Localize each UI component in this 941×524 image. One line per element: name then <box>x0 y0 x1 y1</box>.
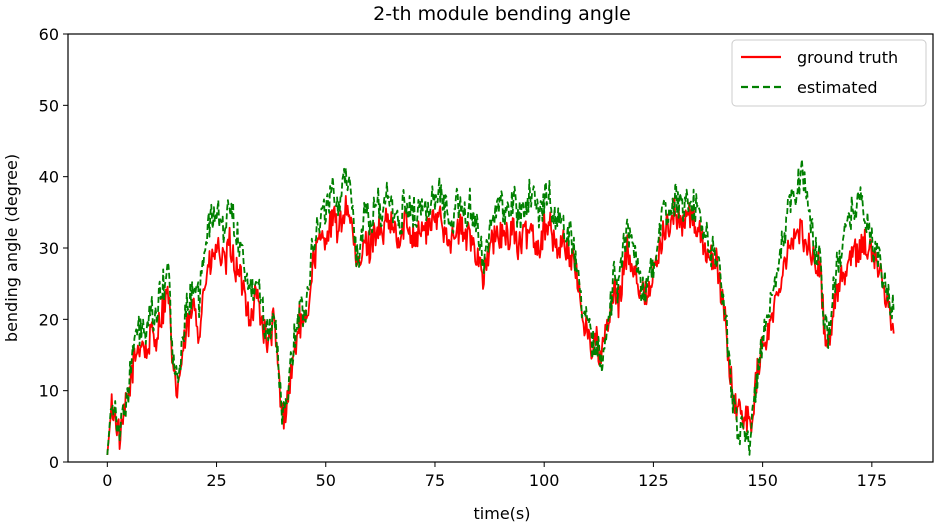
legend: ground truth estimated <box>731 39 927 107</box>
series-line-ground-truth <box>106 195 895 455</box>
x-tick-label: 150 <box>747 471 778 490</box>
y-tick-label: 10 <box>39 382 59 401</box>
y-tick-label: 50 <box>39 96 59 115</box>
chart-title: 2-th module bending angle <box>373 3 631 25</box>
x-tick-label: 0 <box>102 471 112 490</box>
y-tick-label: 40 <box>39 168 59 187</box>
x-tick-label: 125 <box>638 471 669 490</box>
x-tick-label: 25 <box>206 471 226 490</box>
legend-label-estimated: estimated <box>797 78 878 97</box>
x-axis-ticks: 0 25 50 75 100 125 150 175 <box>102 462 887 490</box>
series-line-estimated <box>106 158 895 456</box>
series-layer <box>106 158 895 456</box>
y-tick-label: 20 <box>39 310 59 329</box>
legend-label-ground-truth: ground truth <box>797 48 898 67</box>
x-axis-title: time(s) <box>474 504 531 523</box>
y-axis-title: bending angle (degree) <box>2 154 21 342</box>
x-tick-label: 175 <box>857 471 888 490</box>
x-tick-label: 50 <box>316 471 336 490</box>
x-tick-label: 75 <box>425 471 445 490</box>
y-tick-label: 0 <box>49 453 59 472</box>
y-tick-label: 60 <box>39 25 59 44</box>
y-tick-label: 30 <box>39 239 59 258</box>
x-tick-label: 100 <box>529 471 560 490</box>
y-axis-ticks: 0 10 20 30 40 50 60 <box>39 25 68 472</box>
